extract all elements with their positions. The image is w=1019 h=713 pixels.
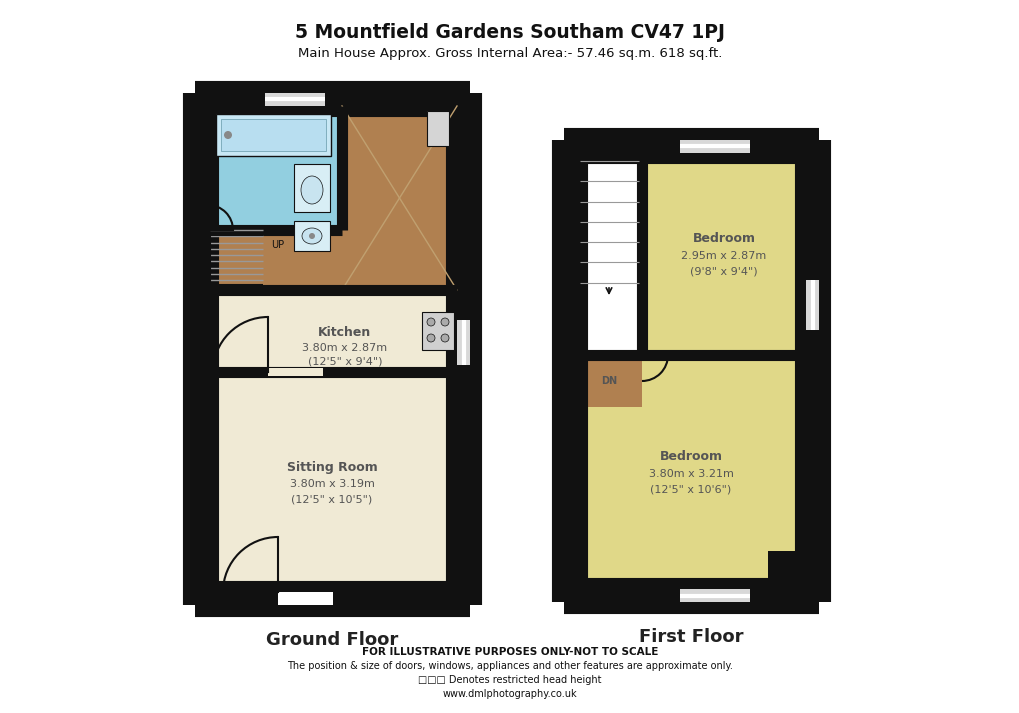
Bar: [577, 355, 641, 407]
Text: (12'5" x 9'4"): (12'5" x 9'4"): [308, 357, 382, 367]
Text: 3.80m x 3.19m: 3.80m x 3.19m: [289, 479, 374, 489]
Text: 3.80m x 2.87m: 3.80m x 2.87m: [302, 343, 387, 353]
Text: Bedroom: Bedroom: [659, 451, 721, 463]
Bar: [293, 221, 330, 251]
Text: □□□ Denotes restricted head height: □□□ Denotes restricted head height: [418, 675, 601, 685]
Circle shape: [440, 334, 448, 342]
Bar: [641, 153, 805, 355]
Bar: [208, 230, 457, 290]
Bar: [216, 114, 331, 156]
Ellipse shape: [301, 176, 323, 204]
Bar: [216, 114, 331, 156]
Text: UP: UP: [271, 240, 284, 250]
Bar: [195, 93, 470, 605]
Bar: [767, 551, 818, 602]
Text: 5 Mountfield Gardens Southam CV47 1PJ: 5 Mountfield Gardens Southam CV47 1PJ: [294, 23, 725, 41]
Bar: [680, 589, 749, 602]
Text: Main House Approx. Gross Internal Area:- 57.46 sq.m. 618 sq.ft.: Main House Approx. Gross Internal Area:-…: [298, 48, 721, 61]
Bar: [208, 290, 457, 372]
Circle shape: [309, 233, 315, 239]
Text: First Floor: First Floor: [638, 628, 743, 646]
Bar: [577, 153, 641, 355]
Text: DN: DN: [600, 376, 616, 386]
Bar: [293, 164, 330, 212]
Bar: [278, 592, 332, 605]
Bar: [427, 111, 448, 146]
Text: Ground Floor: Ground Floor: [266, 631, 397, 649]
Bar: [564, 140, 818, 602]
Ellipse shape: [302, 228, 322, 244]
Bar: [268, 368, 323, 376]
Bar: [208, 106, 341, 230]
Bar: [422, 312, 453, 350]
Bar: [265, 93, 325, 106]
Bar: [427, 111, 448, 146]
Text: Sitting Room: Sitting Room: [286, 461, 377, 473]
Text: (12'5" x 10'5"): (12'5" x 10'5"): [291, 495, 372, 505]
Circle shape: [440, 318, 448, 326]
Text: (9'8" x 9'4"): (9'8" x 9'4"): [690, 267, 757, 277]
Bar: [422, 312, 453, 350]
Text: 3.80m x 3.21m: 3.80m x 3.21m: [648, 469, 733, 479]
Text: www.dmlphotography.co.uk: www.dmlphotography.co.uk: [442, 689, 577, 699]
Text: 2.95m x 2.87m: 2.95m x 2.87m: [681, 251, 766, 261]
Bar: [680, 140, 749, 153]
Bar: [577, 355, 805, 589]
Bar: [293, 221, 330, 251]
Text: (12'5" x 10'6"): (12'5" x 10'6"): [650, 485, 731, 495]
Circle shape: [427, 334, 434, 342]
Bar: [208, 372, 457, 592]
Bar: [457, 320, 470, 365]
Bar: [293, 164, 330, 212]
Text: The position & size of doors, windows, appliances and other features are approxi: The position & size of doors, windows, a…: [286, 661, 733, 671]
Text: Bedroom: Bedroom: [692, 232, 755, 245]
Text: Kitchen: Kitchen: [318, 326, 371, 339]
Circle shape: [427, 318, 434, 326]
Bar: [805, 280, 818, 330]
Circle shape: [224, 131, 231, 139]
Text: FOR ILLUSTRATIVE PURPOSES ONLY-NOT TO SCALE: FOR ILLUSTRATIVE PURPOSES ONLY-NOT TO SC…: [362, 647, 657, 657]
Bar: [341, 106, 457, 290]
Bar: [221, 119, 326, 151]
